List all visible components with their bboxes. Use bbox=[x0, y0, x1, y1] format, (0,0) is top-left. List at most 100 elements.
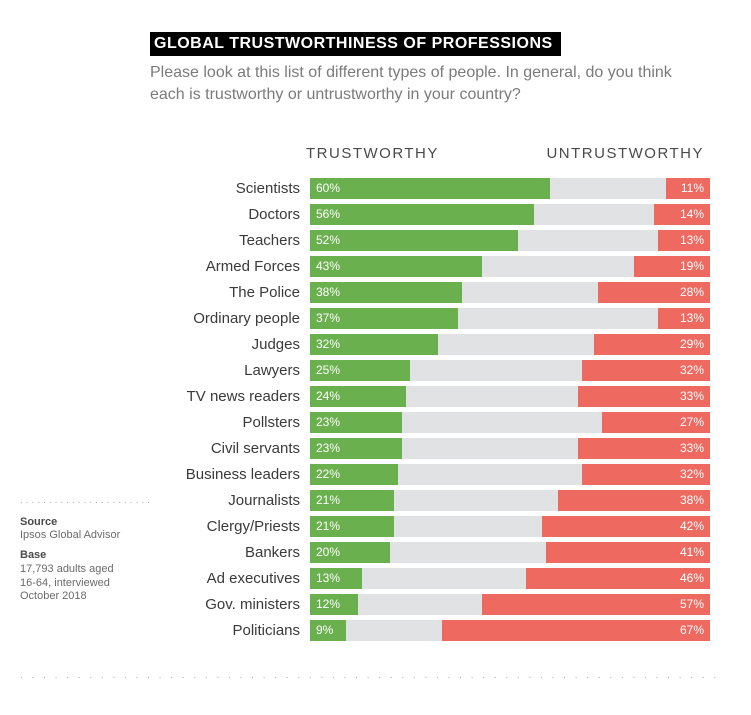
chart-subtitle: Please look at this list of different ty… bbox=[150, 62, 710, 105]
bar-trustworthy: 22% bbox=[310, 464, 398, 485]
bar-track: 20% 41% bbox=[310, 542, 710, 563]
bar-untrustworthy: 33% bbox=[578, 438, 710, 459]
bar-trustworthy: 32% bbox=[310, 334, 438, 355]
chart-row: Ad executives13% 46% bbox=[150, 566, 710, 590]
row-label: Doctors bbox=[150, 206, 310, 223]
chart-row: Bankers20% 41% bbox=[150, 540, 710, 564]
bar-trustworthy: 21% bbox=[310, 516, 394, 537]
bar-trustworthy: 20% bbox=[310, 542, 390, 563]
bar-track: 23% 27% bbox=[310, 412, 710, 433]
bar-untrustworthy: 14% bbox=[654, 204, 710, 225]
row-label: Ordinary people bbox=[150, 310, 310, 327]
column-header-trustworthy: TRUSTWORTHY bbox=[300, 145, 505, 162]
row-label: Teachers bbox=[150, 232, 310, 249]
bar-track: 38% 28% bbox=[310, 282, 710, 303]
chart-row: Business leaders22% 32% bbox=[150, 462, 710, 486]
chart-row: The Police38% 28% bbox=[150, 280, 710, 304]
row-label: Scientists bbox=[150, 180, 310, 197]
row-label: Lawyers bbox=[150, 362, 310, 379]
bar-trustworthy: 38% bbox=[310, 282, 462, 303]
bar-track: 22% 32% bbox=[310, 464, 710, 485]
bar-trustworthy: 56% bbox=[310, 204, 534, 225]
row-label: Armed Forces bbox=[150, 258, 310, 275]
bar-untrustworthy: 33% bbox=[578, 386, 710, 407]
bar-untrustworthy: 27% bbox=[602, 412, 710, 433]
bar-track: 37% 13% bbox=[310, 308, 710, 329]
bar-track: 25% 32% bbox=[310, 360, 710, 381]
bar-untrustworthy: 41% bbox=[546, 542, 710, 563]
chart-row: Politicians9% 67% bbox=[150, 618, 710, 642]
row-label: Business leaders bbox=[150, 466, 310, 483]
chart-row: Teachers52% 13% bbox=[150, 228, 710, 252]
bar-untrustworthy: 32% bbox=[582, 464, 710, 485]
bar-untrustworthy: 19% bbox=[634, 256, 710, 277]
row-label: Ad executives bbox=[150, 570, 310, 587]
row-label: Judges bbox=[150, 336, 310, 353]
row-label: Civil servants bbox=[150, 440, 310, 457]
chart-row: Doctors56% 14% bbox=[150, 202, 710, 226]
bar-trustworthy: 25% bbox=[310, 360, 410, 381]
source-value: Ipsos Global Advisor bbox=[20, 529, 128, 543]
divider-dots: . . . . . . . . . . . . . . . . . . . . … bbox=[20, 670, 720, 681]
chart-row: Armed Forces43% 19% bbox=[150, 254, 710, 278]
row-label: Politicians bbox=[150, 622, 310, 639]
bar-track: 52% 13% bbox=[310, 230, 710, 251]
chart-row: Pollsters23% 27% bbox=[150, 410, 710, 434]
bar-track: 21% 38% bbox=[310, 490, 710, 511]
bar-untrustworthy: 13% bbox=[658, 308, 710, 329]
bar-untrustworthy: 67% bbox=[442, 620, 710, 641]
row-label: Bankers bbox=[150, 544, 310, 561]
column-header-untrustworthy: UNTRUSTWORTHY bbox=[505, 145, 710, 162]
chart-row: Judges32% 29% bbox=[150, 332, 710, 356]
bar-trustworthy: 37% bbox=[310, 308, 458, 329]
row-label: Gov. ministers bbox=[150, 596, 310, 613]
bar-trustworthy: 21% bbox=[310, 490, 394, 511]
row-label: TV news readers bbox=[150, 388, 310, 405]
diverging-bar-chart: TRUSTWORTHY UNTRUSTWORTHY Scientists60%1… bbox=[150, 145, 710, 642]
bar-track: 13% 46% bbox=[310, 568, 710, 589]
bar-untrustworthy: 28% bbox=[598, 282, 710, 303]
bar-untrustworthy: 13% bbox=[658, 230, 710, 251]
chart-row: Scientists60%11% bbox=[150, 176, 710, 200]
bar-track: 23% 33% bbox=[310, 438, 710, 459]
bar-trustworthy: 24% bbox=[310, 386, 406, 407]
base-label: Base bbox=[20, 549, 128, 563]
chart-row: Lawyers25% 32% bbox=[150, 358, 710, 382]
bar-trustworthy: 9% bbox=[310, 620, 346, 641]
bar-trustworthy: 60% bbox=[310, 178, 550, 199]
bar-trustworthy: 43% bbox=[310, 256, 482, 277]
bar-trustworthy: 12% bbox=[310, 594, 358, 615]
chart-row: Gov. ministers12% 57% bbox=[150, 592, 710, 616]
bar-track: 12% 57% bbox=[310, 594, 710, 615]
chart-row: TV news readers24% 33% bbox=[150, 384, 710, 408]
bar-untrustworthy: 42% bbox=[542, 516, 710, 537]
bar-untrustworthy: 29% bbox=[594, 334, 710, 355]
bar-track: 56% 14% bbox=[310, 204, 710, 225]
bar-track: 24% 33% bbox=[310, 386, 710, 407]
chart-title: GLOBAL TRUSTWORTHINESS OF PROFESSIONS bbox=[150, 32, 561, 56]
bar-track: 60%11% bbox=[310, 178, 710, 199]
bar-track: 32% 29% bbox=[310, 334, 710, 355]
chart-row: Clergy/Priests21% 42% bbox=[150, 514, 710, 538]
base-value: 17,793 adults aged 16-64, interviewed Oc… bbox=[20, 563, 128, 604]
bar-trustworthy: 23% bbox=[310, 438, 402, 459]
bar-untrustworthy: 32% bbox=[582, 360, 710, 381]
row-label: The Police bbox=[150, 284, 310, 301]
bar-untrustworthy: 46% bbox=[526, 568, 710, 589]
chart-row: Journalists21% 38% bbox=[150, 488, 710, 512]
bar-untrustworthy: 38% bbox=[558, 490, 710, 511]
chart-row: Civil servants23% 33% bbox=[150, 436, 710, 460]
row-label: Clergy/Priests bbox=[150, 518, 310, 535]
row-label: Pollsters bbox=[150, 414, 310, 431]
bar-track: 9% 67% bbox=[310, 620, 710, 641]
bar-untrustworthy: 57% bbox=[482, 594, 710, 615]
chart-row: Ordinary people37% 13% bbox=[150, 306, 710, 330]
bar-track: 43% 19% bbox=[310, 256, 710, 277]
row-label: Journalists bbox=[150, 492, 310, 509]
bar-trustworthy: 23% bbox=[310, 412, 402, 433]
source-label: Source bbox=[20, 516, 128, 530]
bar-track: 21% 42% bbox=[310, 516, 710, 537]
bar-trustworthy: 52% bbox=[310, 230, 518, 251]
bar-trustworthy: 13% bbox=[310, 568, 362, 589]
source-footnote: ....................... Source Ipsos Glo… bbox=[20, 495, 128, 604]
